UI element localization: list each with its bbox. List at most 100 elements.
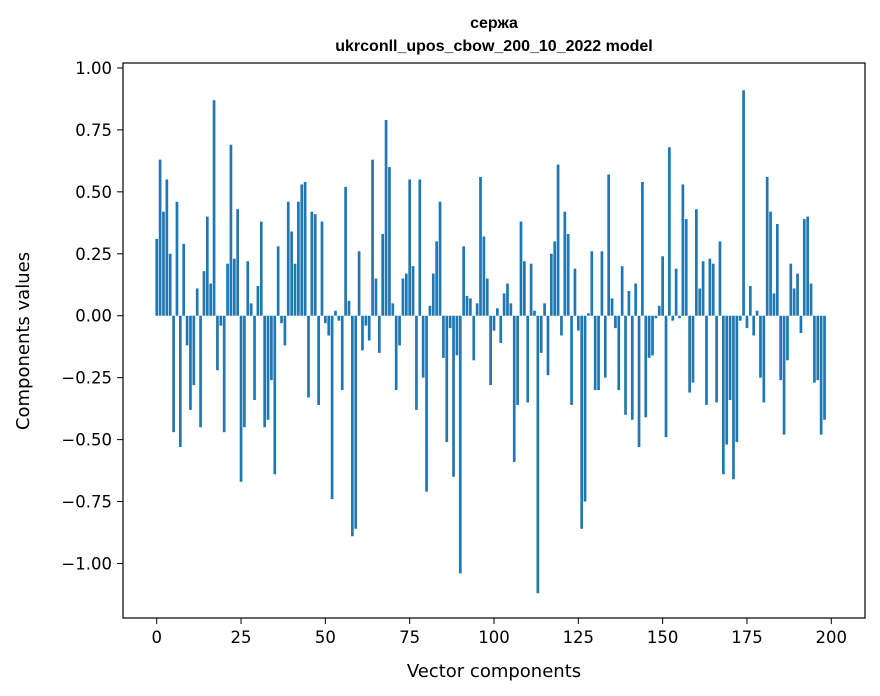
bar-142 [634, 283, 638, 316]
bar-131 [597, 315, 600, 391]
bar-140 [627, 290, 631, 316]
bar-89 [455, 315, 459, 356]
bar-152 [668, 147, 671, 316]
bar-180 [762, 315, 766, 403]
bar-98 [485, 278, 489, 316]
bar-176 [748, 285, 752, 316]
bar-56 [344, 186, 347, 316]
bar-149 [657, 305, 661, 316]
bar-75 [408, 179, 412, 316]
bar-41 [293, 263, 297, 316]
bar-104 [506, 283, 509, 316]
bar-186 [782, 315, 786, 435]
bar-102 [499, 315, 503, 343]
bar-106 [512, 315, 516, 462]
bar-58 [351, 315, 354, 537]
bar-55 [340, 315, 344, 391]
bar-101 [496, 308, 499, 316]
bar-161 [698, 288, 702, 316]
bar-163 [705, 315, 708, 405]
bar-23 [232, 258, 236, 316]
bar-6 [175, 201, 179, 316]
bar-66 [377, 315, 381, 353]
y-tick-label: 1.00 [75, 59, 112, 78]
bar-12 [195, 288, 199, 316]
bar-187 [786, 315, 789, 361]
bar-151 [664, 315, 668, 438]
bar-81 [428, 305, 432, 316]
plot-frame [122, 62, 866, 619]
x-tick-label: 25 [231, 628, 252, 647]
bar-173 [738, 315, 742, 321]
bar-84 [438, 201, 442, 316]
bar-68 [384, 119, 388, 316]
bar-40 [290, 231, 293, 316]
bar-177 [752, 315, 756, 336]
bar-25 [239, 315, 243, 482]
bar-15 [205, 216, 209, 316]
bar-5 [172, 315, 175, 433]
bar-119 [556, 164, 560, 316]
bar-114 [539, 315, 543, 353]
x-axis-ticks: 0 25 50 75 100 125 150 175 200 [151, 618, 847, 647]
bar-133 [603, 315, 607, 378]
bar-115 [543, 303, 546, 316]
bar-76 [411, 266, 415, 316]
bar-63 [367, 315, 371, 341]
bar-47 [313, 214, 317, 316]
bar-21 [226, 263, 229, 316]
x-tick-label: 50 [315, 628, 336, 647]
bar-36 [276, 246, 280, 316]
bar-83 [435, 241, 439, 316]
chart-subtitle: ukrconll_upos_cbow_200_10_2022 model [335, 38, 652, 55]
bar-169 [725, 315, 729, 445]
bar-71 [394, 315, 398, 391]
bar-79 [421, 315, 425, 378]
bar-48 [317, 315, 320, 405]
y-tick-label: −0.25 [61, 369, 112, 388]
bar-27 [246, 261, 250, 316]
bar-64 [371, 159, 374, 316]
y-tick-label: −1.00 [61, 554, 112, 573]
bar-7 [178, 315, 182, 448]
bar-190 [796, 273, 799, 316]
bar-88 [452, 315, 455, 477]
bar-52 [330, 315, 334, 500]
bar-65 [374, 278, 378, 316]
y-axis-ticks: 1.00 0.75 0.50 0.25 0.00 −0.25 −0.50 −0.75 −1.00 [61, 59, 123, 573]
bar-139 [624, 315, 627, 415]
bar-184 [775, 224, 779, 316]
bar-35 [273, 315, 277, 475]
bar-129 [590, 251, 594, 316]
bar-90 [458, 315, 462, 574]
bar-164 [708, 258, 712, 316]
bar-170 [728, 315, 732, 400]
bar-144 [641, 181, 644, 316]
bar-172 [735, 315, 739, 443]
bar-69 [388, 167, 391, 316]
x-tick-label: 200 [816, 628, 848, 647]
bar-126 [580, 315, 584, 529]
bar-117 [549, 253, 553, 316]
y-tick-label: 0.50 [75, 183, 112, 202]
bar-72 [398, 315, 401, 346]
bar-122 [566, 233, 570, 316]
bar-121 [563, 211, 567, 316]
bar-24 [236, 209, 240, 316]
bar-39 [286, 201, 290, 316]
bar-70 [391, 303, 395, 316]
bar-194 [809, 283, 813, 316]
bar-59 [354, 315, 358, 529]
bar-165 [711, 263, 715, 316]
bar-9 [185, 315, 189, 346]
bar-1 [158, 159, 162, 316]
bar-37 [280, 315, 283, 324]
bar-31 [259, 221, 263, 316]
bar-113 [536, 315, 540, 594]
bar-10 [189, 315, 192, 410]
bar-159 [691, 315, 695, 383]
bar-74 [404, 273, 408, 316]
bar-29 [253, 315, 256, 400]
bar-189 [792, 288, 796, 316]
